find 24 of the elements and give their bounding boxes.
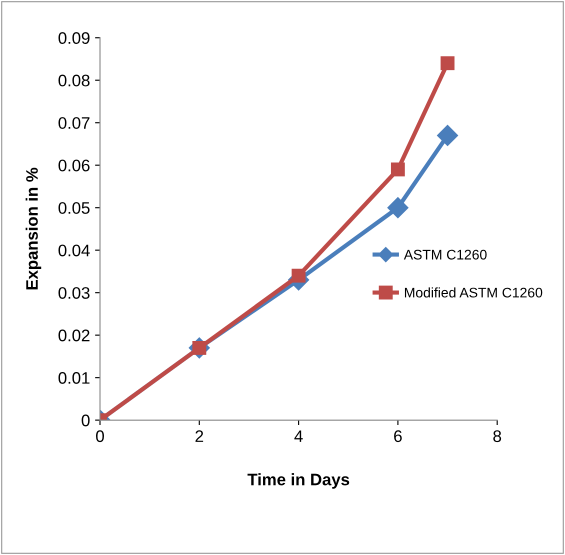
y-tick-label: 0.03 xyxy=(58,287,90,299)
x-axis-title: Time in Days xyxy=(248,473,350,489)
y-tick-label: 0.09 xyxy=(58,32,90,44)
y-tick-label: 0.06 xyxy=(58,160,90,172)
point xyxy=(292,268,306,283)
point xyxy=(440,56,454,70)
x-tick-label: 6 xyxy=(394,430,402,442)
legend-label: ASTM C1260 xyxy=(404,250,487,260)
x-tick-label: 0 xyxy=(96,430,104,442)
y-tick-label: 0.04 xyxy=(58,244,90,256)
y-tick-label: 0.02 xyxy=(58,330,90,342)
x-tick-label: 8 xyxy=(493,430,502,442)
legend-label: Modified ASTM C1260 xyxy=(404,287,542,298)
point xyxy=(390,162,405,176)
y-axis-title: Expansion in % xyxy=(26,168,42,290)
y-tick-label: 0.07 xyxy=(58,117,90,129)
y-tick-label: 0.05 xyxy=(58,202,90,214)
y-tick-label: 0.01 xyxy=(58,372,90,384)
point xyxy=(437,124,458,146)
x-tick-label: 4 xyxy=(294,430,303,442)
y-tick-label: 0 xyxy=(82,414,90,426)
x-tick-label: 2 xyxy=(196,430,204,442)
y-tick-label: 0.08 xyxy=(58,74,90,86)
point xyxy=(387,197,408,218)
